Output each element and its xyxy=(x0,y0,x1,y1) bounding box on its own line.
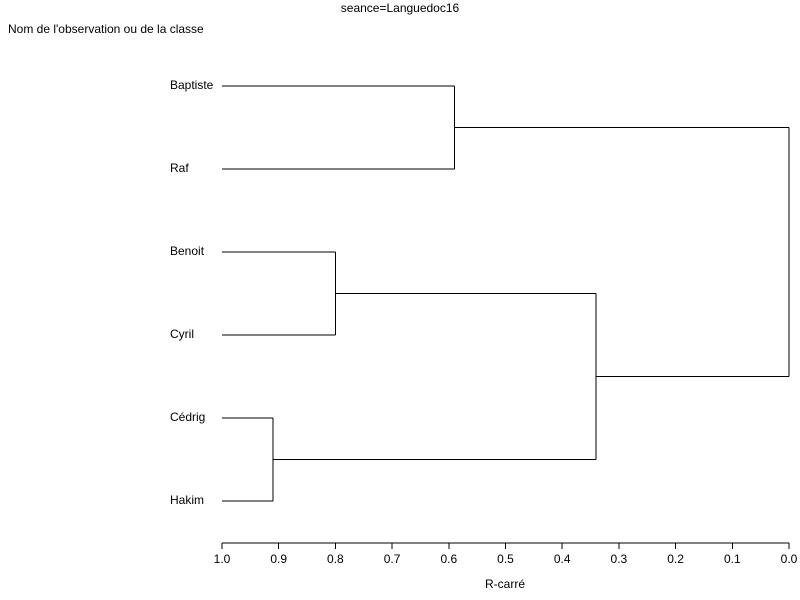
leaf-label: Benoit xyxy=(170,244,205,258)
y-axis-label: Nom de l'observation ou de la classe xyxy=(8,22,204,36)
x-tick-label: 0.4 xyxy=(554,552,571,566)
x-axis-label: R-carré xyxy=(485,577,525,591)
x-tick-label: 0.1 xyxy=(724,552,741,566)
x-tick-label: 0.3 xyxy=(611,552,628,566)
x-tick-label: 0.9 xyxy=(270,552,287,566)
x-tick-label: 0.5 xyxy=(497,552,514,566)
leaf-label: Baptiste xyxy=(170,78,214,92)
x-tick-label: 1.0 xyxy=(214,552,231,566)
x-tick-label: 0.6 xyxy=(440,552,457,566)
leaf-label: Hakim xyxy=(170,493,204,507)
leaf-label: Raf xyxy=(170,161,189,175)
x-tick-label: 0.0 xyxy=(781,552,798,566)
x-tick-label: 0.8 xyxy=(327,552,344,566)
leaf-label: Cyril xyxy=(170,327,194,341)
leaf-label: Cédrig xyxy=(170,410,205,424)
chart-title: seance=Languedoc16 xyxy=(341,1,460,15)
x-tick-label: 0.2 xyxy=(667,552,684,566)
x-tick-label: 0.7 xyxy=(384,552,401,566)
